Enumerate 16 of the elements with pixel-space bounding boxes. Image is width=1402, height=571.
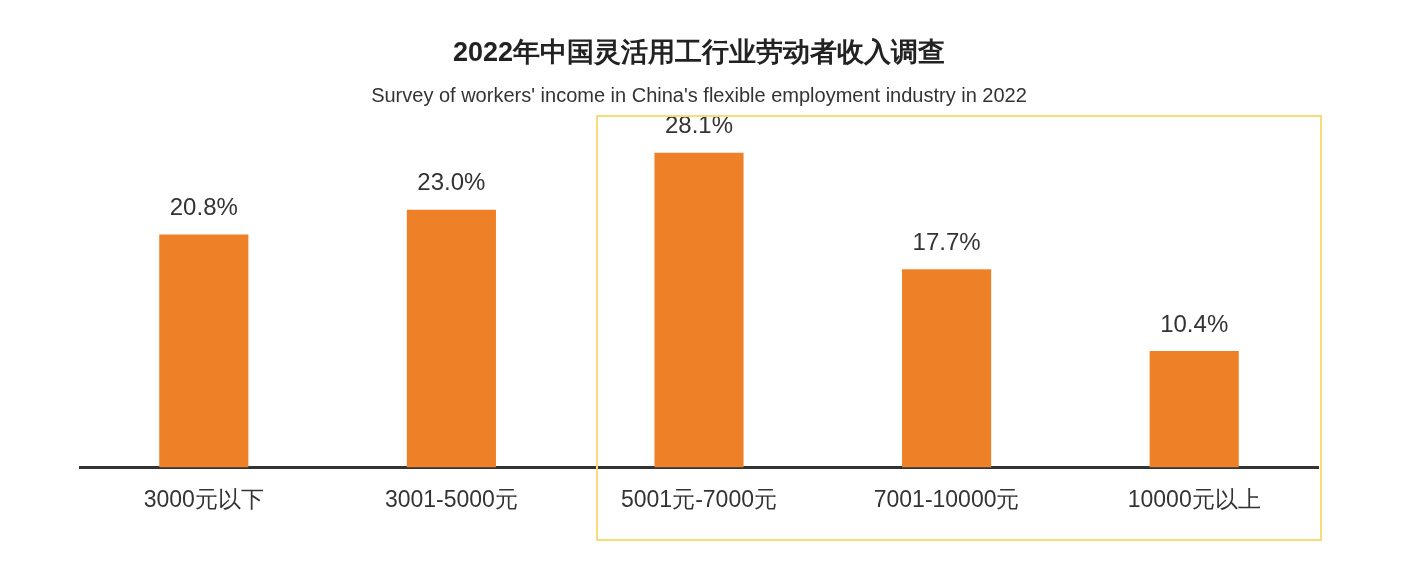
data-label: 23.0% xyxy=(417,168,486,196)
x-tick-label: 5001元-7000元 xyxy=(621,485,777,512)
bar xyxy=(1149,350,1239,468)
x-tick-label: 3000元以下 xyxy=(143,485,264,512)
data-label: 17.7% xyxy=(912,227,981,255)
chart-title: 2022年中国灵活用工行业劳动者收入调查 xyxy=(452,36,946,67)
chart-subtitle: Survey of workers' income in China's flexible employment industry in 2022 xyxy=(371,83,1027,106)
data-label: 10.4% xyxy=(1160,309,1229,337)
bar xyxy=(902,269,992,468)
bar xyxy=(406,209,496,468)
data-label: 20.8% xyxy=(169,193,238,221)
x-tick-label: 10000元以上 xyxy=(1127,485,1261,512)
bar xyxy=(654,152,744,468)
x-tick-label: 3001-5000元 xyxy=(384,485,518,512)
x-tick-label: 7001-10000元 xyxy=(873,485,1020,512)
bar xyxy=(159,234,249,468)
